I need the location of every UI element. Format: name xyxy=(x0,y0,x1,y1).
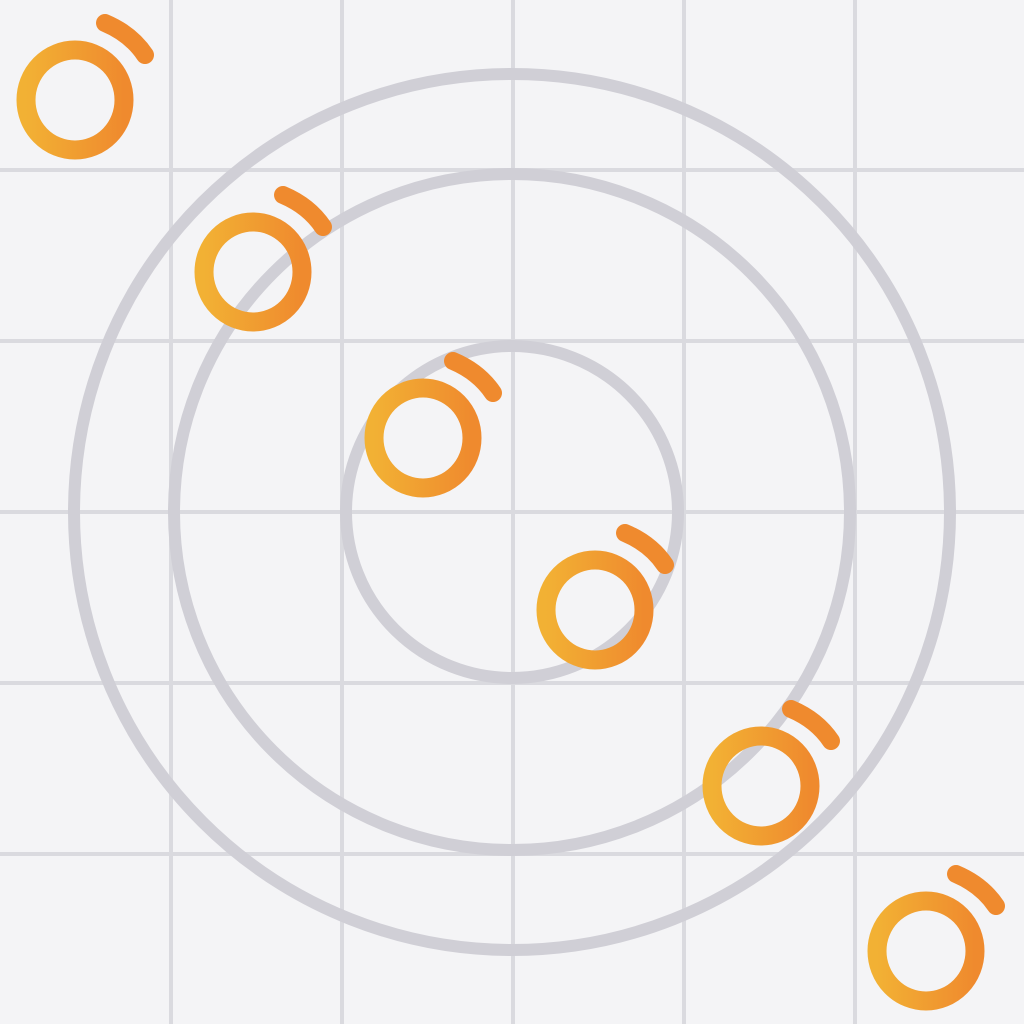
ring-inner xyxy=(340,340,684,684)
concentric-rings xyxy=(68,68,956,956)
ring-outer xyxy=(68,68,956,956)
ring-middle xyxy=(168,168,856,856)
